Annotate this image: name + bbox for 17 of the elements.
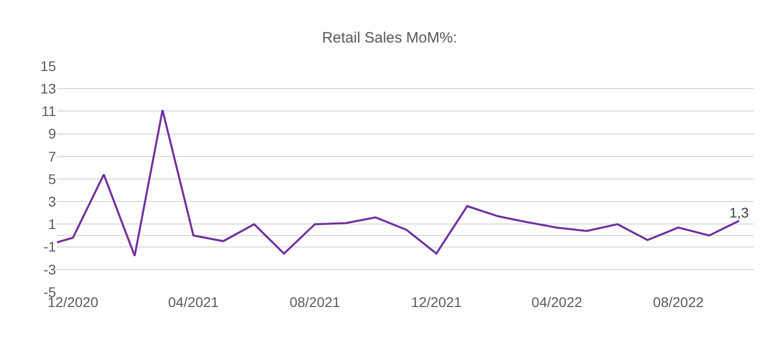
y-tick-label: 5 [48, 170, 56, 187]
x-tick-label: 08/2021 [290, 294, 340, 310]
x-tick-label: 04/2022 [532, 294, 582, 310]
y-tick-label: -3 [44, 261, 56, 278]
y-tick-label: 9 [48, 126, 56, 142]
x-tick-label: 04/2021 [168, 294, 219, 310]
y-tick-label: 15 [40, 58, 56, 74]
data-label: 1,3 [729, 204, 749, 220]
y-tick-label: 1 [48, 216, 56, 232]
y-tick-label: 7 [48, 148, 56, 164]
y-tick-label: -1 [44, 238, 56, 255]
y-tick-label: 13 [40, 80, 56, 96]
x-tick-label: 08/2022 [653, 294, 704, 310]
chart-title: Retail Sales MoM%: [322, 29, 458, 46]
x-tick-label: 12/2021 [411, 294, 462, 310]
y-tick-label: 11 [41, 103, 56, 120]
y-tick-label: 3 [48, 194, 56, 210]
